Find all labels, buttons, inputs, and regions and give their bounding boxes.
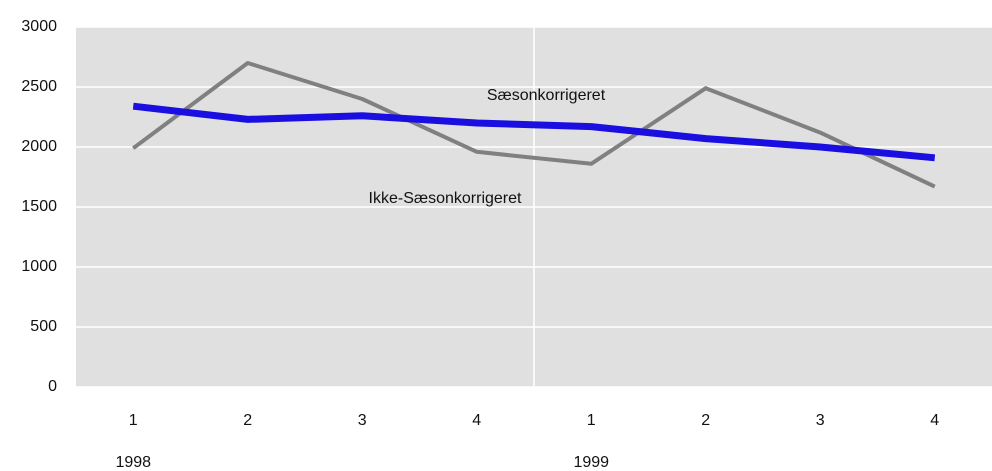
x-group-label: 1998 — [115, 454, 151, 471]
x-tick-label: 4 — [930, 412, 939, 429]
series-line — [132, 61, 936, 189]
x-tick-label: 2 — [701, 412, 710, 429]
y-tick-label: 2500 — [21, 78, 57, 95]
y-tick-label: 2000 — [21, 138, 57, 155]
series-line — [132, 102, 936, 162]
series-label: Sæsonkorrigeret — [487, 87, 606, 104]
series-label: Ikke-Sæsonkorrigeret — [369, 190, 523, 207]
x-tick-label: 3 — [816, 412, 825, 429]
x-group-label: 1999 — [573, 454, 609, 471]
x-tick-label: 1 — [587, 412, 596, 429]
y-tick-label: 1000 — [21, 258, 57, 275]
x-tick-label: 3 — [358, 412, 367, 429]
y-tick-label: 3000 — [21, 18, 57, 35]
y-tick-label: 500 — [30, 318, 57, 335]
x-tick-label: 4 — [472, 412, 481, 429]
y-tick-label: 0 — [48, 378, 57, 395]
y-tick-label: 1500 — [21, 198, 57, 215]
x-tick-label: 2 — [243, 412, 252, 429]
x-tick-label: 1 — [129, 412, 138, 429]
